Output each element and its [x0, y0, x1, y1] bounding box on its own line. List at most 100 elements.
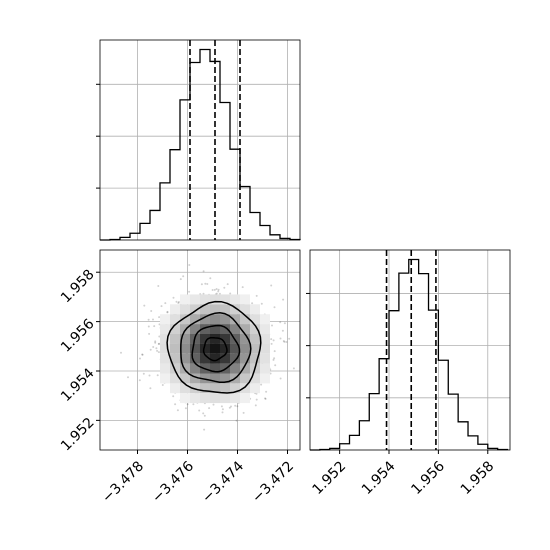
joint-sample-point — [148, 332, 151, 335]
joint-sample-point — [270, 342, 273, 345]
joint-density-cell — [250, 314, 260, 325]
joint-density-cell — [240, 373, 250, 384]
joint-density-cell — [260, 373, 270, 384]
joint-xtick-label-1: −3.476 — [149, 458, 197, 506]
joint-density-cell — [210, 304, 220, 315]
joint-sample-point — [202, 270, 205, 273]
joint-density-cell — [190, 363, 200, 374]
joint-sample-point — [270, 284, 273, 287]
joint-sample-point — [202, 412, 205, 415]
joint-density-cell — [180, 334, 190, 344]
joint-sample-point — [198, 409, 201, 412]
joint-density-cell — [220, 314, 230, 325]
joint-sample-point — [139, 357, 141, 360]
joint-sample-point — [272, 358, 275, 361]
joint-sample-point — [223, 286, 226, 289]
hist1-histogram-step — [310, 258, 509, 451]
joint-density-cell — [230, 393, 240, 404]
joint-frame — [99, 249, 301, 451]
joint-density-cell — [200, 294, 210, 305]
joint-sample-point — [220, 405, 223, 408]
joint-density-cell — [170, 343, 180, 354]
joint-sample-point — [285, 341, 288, 343]
joint-density-cell — [180, 304, 190, 315]
joint-density-cell — [250, 343, 260, 354]
joint-sample-point — [206, 283, 209, 285]
joint-density-cell — [190, 373, 200, 384]
joint-sample-point — [269, 372, 272, 375]
joint-density-cell — [250, 373, 260, 384]
joint-density-cell — [240, 363, 250, 374]
joint-density-cell — [170, 314, 180, 325]
joint-density-cell — [230, 324, 240, 334]
joint-density-cell — [210, 314, 220, 325]
joint-density-cell — [180, 314, 190, 325]
joint-sample-point — [241, 286, 244, 289]
joint-sample-point — [141, 353, 144, 356]
joint-density-cell — [240, 383, 250, 394]
joint-sample-point — [260, 383, 263, 386]
joint-sample-point — [203, 414, 206, 417]
joint-contour-1 — [191, 324, 241, 373]
joint-density-cell — [240, 393, 250, 404]
joint-sample-point — [156, 374, 159, 377]
joint-density-cell — [170, 324, 180, 334]
joint-density-cell — [260, 334, 270, 344]
hist0-histogram-step — [100, 48, 301, 241]
joint-sample-point — [235, 419, 238, 422]
joint-sample-point — [120, 351, 122, 354]
joint-sample-point — [166, 311, 169, 314]
joint-sample-point — [270, 338, 273, 341]
joint-sample-point — [150, 310, 153, 312]
joint-density-cell — [200, 383, 210, 394]
joint-density-cell — [230, 343, 240, 354]
joint-sample-point — [166, 310, 169, 313]
joint-sample-point — [217, 288, 220, 291]
joint-sample-point — [154, 341, 157, 344]
joint-sample-point — [283, 340, 286, 343]
joint-density-cell — [220, 343, 230, 354]
joint-density-cell — [190, 324, 200, 334]
joint-sample-point — [292, 367, 295, 370]
joint-sample-point — [158, 342, 161, 345]
joint-density-cell — [230, 304, 240, 315]
joint-density-cell — [210, 373, 220, 384]
joint-density-cell — [180, 383, 190, 394]
joint-xtick-label-0: −3.478 — [99, 458, 147, 506]
joint-density-cell — [200, 304, 210, 315]
joint-ytick-label-0: 1.952 — [58, 415, 98, 455]
joint-sample-point — [273, 350, 276, 353]
joint-density-cell — [250, 353, 260, 364]
joint-density-cell — [160, 314, 170, 325]
joint-sample-point — [186, 403, 189, 406]
joint-sample-point — [279, 337, 282, 340]
joint-sample-point — [281, 329, 284, 332]
joint-density-cell — [220, 334, 230, 344]
joint-sample-point — [157, 285, 160, 287]
joint-sample-point — [156, 349, 159, 352]
joint-sample-point — [155, 347, 158, 350]
joint-sample-point — [221, 408, 224, 411]
joint-density-cell — [250, 324, 260, 334]
joint-density-cell — [160, 343, 170, 354]
joint-sample-point — [288, 337, 291, 340]
joint-density-cell — [190, 393, 200, 404]
joint-sample-point — [160, 305, 163, 308]
joint-sample-point — [147, 318, 150, 321]
joint-sample-point — [147, 325, 150, 328]
joint-sample-point — [149, 348, 152, 351]
joint-sample-point — [264, 397, 267, 400]
joint-density-cell — [160, 363, 170, 374]
joint-sample-point — [229, 292, 232, 295]
joint-density-cell — [210, 343, 220, 354]
joint-sample-point — [228, 406, 231, 409]
hist1-xtick-label-0: 1.952 — [310, 458, 350, 498]
joint-sample-point — [265, 390, 268, 393]
joint-sample-point — [176, 409, 179, 412]
joint-density-cell — [160, 334, 170, 344]
joint-density-cell — [240, 324, 250, 334]
joint-sample-point — [234, 404, 237, 407]
joint-density-cell — [260, 363, 270, 374]
joint-density-cell — [230, 383, 240, 394]
